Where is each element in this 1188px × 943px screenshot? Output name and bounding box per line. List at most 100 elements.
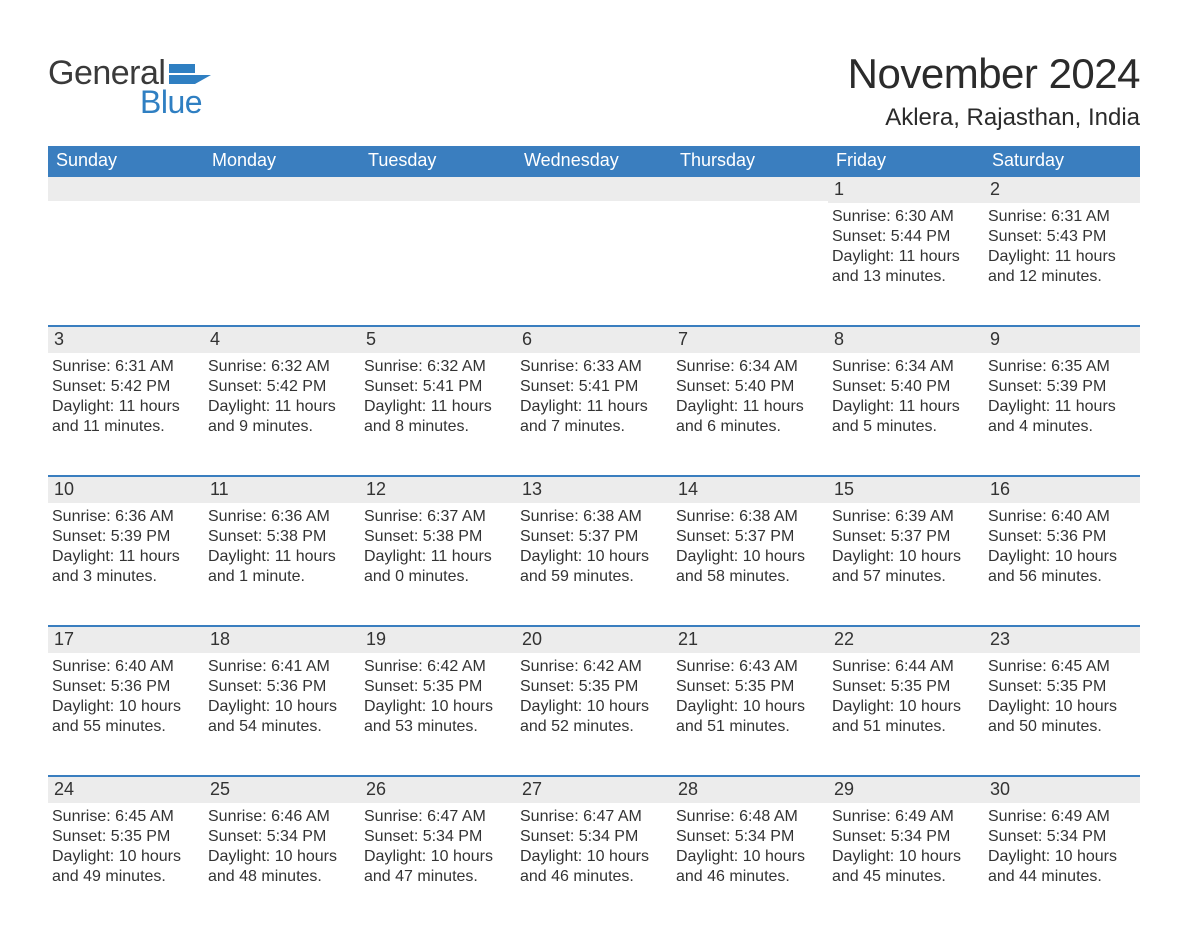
daylight-line-2: and 55 minutes. bbox=[52, 717, 198, 737]
sunset-line: Sunset: 5:36 PM bbox=[988, 527, 1134, 547]
day-number: 27 bbox=[516, 775, 672, 803]
day-bar-blank bbox=[672, 175, 828, 201]
daylight-line-1: Daylight: 10 hours bbox=[520, 697, 666, 717]
calendar-cell bbox=[516, 175, 672, 303]
day-number: 30 bbox=[984, 775, 1140, 803]
sunrise-line: Sunrise: 6:49 AM bbox=[832, 807, 978, 827]
daylight-line-2: and 5 minutes. bbox=[832, 417, 978, 437]
sunrise-line: Sunrise: 6:35 AM bbox=[988, 357, 1134, 377]
daylight-line-2: and 47 minutes. bbox=[364, 867, 510, 887]
calendar-cell: 5Sunrise: 6:32 AMSunset: 5:41 PMDaylight… bbox=[360, 325, 516, 453]
sunset-line: Sunset: 5:34 PM bbox=[832, 827, 978, 847]
sunrise-line: Sunrise: 6:37 AM bbox=[364, 507, 510, 527]
sunrise-line: Sunrise: 6:43 AM bbox=[676, 657, 822, 677]
sunrise-line: Sunrise: 6:47 AM bbox=[520, 807, 666, 827]
day-info: Sunrise: 6:31 AMSunset: 5:43 PMDaylight:… bbox=[984, 203, 1140, 291]
sunrise-line: Sunrise: 6:32 AM bbox=[364, 357, 510, 377]
sunrise-line: Sunrise: 6:45 AM bbox=[52, 807, 198, 827]
daylight-line-2: and 12 minutes. bbox=[988, 267, 1134, 287]
daylight-line-2: and 51 minutes. bbox=[832, 717, 978, 737]
calendar-cell bbox=[672, 175, 828, 303]
day-info: Sunrise: 6:39 AMSunset: 5:37 PMDaylight:… bbox=[828, 503, 984, 591]
sunrise-line: Sunrise: 6:30 AM bbox=[832, 207, 978, 227]
row-spacer bbox=[48, 753, 1140, 775]
sunrise-line: Sunrise: 6:47 AM bbox=[364, 807, 510, 827]
daylight-line-2: and 50 minutes. bbox=[988, 717, 1134, 737]
daylight-line-1: Daylight: 11 hours bbox=[364, 397, 510, 417]
calendar-cell: 26Sunrise: 6:47 AMSunset: 5:34 PMDayligh… bbox=[360, 775, 516, 903]
daylight-line-1: Daylight: 10 hours bbox=[520, 547, 666, 567]
calendar-cell: 16Sunrise: 6:40 AMSunset: 5:36 PMDayligh… bbox=[984, 475, 1140, 603]
day-number: 12 bbox=[360, 475, 516, 503]
calendar-cell: 27Sunrise: 6:47 AMSunset: 5:34 PMDayligh… bbox=[516, 775, 672, 903]
calendar-cell: 19Sunrise: 6:42 AMSunset: 5:35 PMDayligh… bbox=[360, 625, 516, 753]
daylight-line-2: and 4 minutes. bbox=[988, 417, 1134, 437]
daylight-line-2: and 59 minutes. bbox=[520, 567, 666, 587]
calendar-cell bbox=[48, 175, 204, 303]
sunset-line: Sunset: 5:34 PM bbox=[208, 827, 354, 847]
day-info: Sunrise: 6:36 AMSunset: 5:38 PMDaylight:… bbox=[204, 503, 360, 591]
col-thursday: Thursday bbox=[672, 146, 828, 175]
day-number: 23 bbox=[984, 625, 1140, 653]
daylight-line-1: Daylight: 11 hours bbox=[52, 397, 198, 417]
daylight-line-1: Daylight: 11 hours bbox=[364, 547, 510, 567]
day-number: 21 bbox=[672, 625, 828, 653]
calendar-cell: 9Sunrise: 6:35 AMSunset: 5:39 PMDaylight… bbox=[984, 325, 1140, 453]
month-title: November 2024 bbox=[848, 50, 1140, 98]
day-number: 6 bbox=[516, 325, 672, 353]
day-number: 5 bbox=[360, 325, 516, 353]
sunset-line: Sunset: 5:34 PM bbox=[988, 827, 1134, 847]
day-number: 22 bbox=[828, 625, 984, 653]
sunset-line: Sunset: 5:34 PM bbox=[520, 827, 666, 847]
sunset-line: Sunset: 5:34 PM bbox=[364, 827, 510, 847]
weekday-header-row: Sunday Monday Tuesday Wednesday Thursday… bbox=[48, 146, 1140, 175]
calendar-week: 3Sunrise: 6:31 AMSunset: 5:42 PMDaylight… bbox=[48, 325, 1140, 453]
day-info: Sunrise: 6:47 AMSunset: 5:34 PMDaylight:… bbox=[360, 803, 516, 891]
flag-icon bbox=[169, 64, 211, 84]
calendar-cell: 29Sunrise: 6:49 AMSunset: 5:34 PMDayligh… bbox=[828, 775, 984, 903]
daylight-line-1: Daylight: 11 hours bbox=[208, 547, 354, 567]
daylight-line-1: Daylight: 11 hours bbox=[520, 397, 666, 417]
daylight-line-2: and 0 minutes. bbox=[364, 567, 510, 587]
day-info: Sunrise: 6:35 AMSunset: 5:39 PMDaylight:… bbox=[984, 353, 1140, 441]
day-number: 11 bbox=[204, 475, 360, 503]
col-friday: Friday bbox=[828, 146, 984, 175]
sunrise-line: Sunrise: 6:40 AM bbox=[52, 657, 198, 677]
day-info: Sunrise: 6:33 AMSunset: 5:41 PMDaylight:… bbox=[516, 353, 672, 441]
sunset-line: Sunset: 5:35 PM bbox=[676, 677, 822, 697]
daylight-line-1: Daylight: 10 hours bbox=[988, 847, 1134, 867]
sunset-line: Sunset: 5:36 PM bbox=[52, 677, 198, 697]
daylight-line-2: and 7 minutes. bbox=[520, 417, 666, 437]
sunrise-line: Sunrise: 6:45 AM bbox=[988, 657, 1134, 677]
sunset-line: Sunset: 5:36 PM bbox=[208, 677, 354, 697]
day-info: Sunrise: 6:41 AMSunset: 5:36 PMDaylight:… bbox=[204, 653, 360, 741]
calendar-cell bbox=[360, 175, 516, 303]
day-info: Sunrise: 6:42 AMSunset: 5:35 PMDaylight:… bbox=[360, 653, 516, 741]
sunset-line: Sunset: 5:44 PM bbox=[832, 227, 978, 247]
location: Aklera, Rajasthan, India bbox=[848, 104, 1140, 132]
sunrise-line: Sunrise: 6:36 AM bbox=[52, 507, 198, 527]
calendar-cell: 30Sunrise: 6:49 AMSunset: 5:34 PMDayligh… bbox=[984, 775, 1140, 903]
calendar-week: 24Sunrise: 6:45 AMSunset: 5:35 PMDayligh… bbox=[48, 775, 1140, 903]
day-number: 25 bbox=[204, 775, 360, 803]
sunset-line: Sunset: 5:39 PM bbox=[988, 377, 1134, 397]
calendar-cell: 17Sunrise: 6:40 AMSunset: 5:36 PMDayligh… bbox=[48, 625, 204, 753]
sunset-line: Sunset: 5:38 PM bbox=[364, 527, 510, 547]
sunrise-line: Sunrise: 6:48 AM bbox=[676, 807, 822, 827]
daylight-line-1: Daylight: 10 hours bbox=[988, 697, 1134, 717]
day-number: 20 bbox=[516, 625, 672, 653]
daylight-line-2: and 52 minutes. bbox=[520, 717, 666, 737]
daylight-line-1: Daylight: 10 hours bbox=[832, 547, 978, 567]
col-sunday: Sunday bbox=[48, 146, 204, 175]
calendar-cell: 15Sunrise: 6:39 AMSunset: 5:37 PMDayligh… bbox=[828, 475, 984, 603]
sunset-line: Sunset: 5:37 PM bbox=[832, 527, 978, 547]
daylight-line-2: and 46 minutes. bbox=[676, 867, 822, 887]
daylight-line-1: Daylight: 11 hours bbox=[832, 247, 978, 267]
day-number: 29 bbox=[828, 775, 984, 803]
sunset-line: Sunset: 5:37 PM bbox=[676, 527, 822, 547]
day-info: Sunrise: 6:40 AMSunset: 5:36 PMDaylight:… bbox=[48, 653, 204, 741]
day-number: 2 bbox=[984, 175, 1140, 203]
calendar-cell: 25Sunrise: 6:46 AMSunset: 5:34 PMDayligh… bbox=[204, 775, 360, 903]
calendar-cell: 2Sunrise: 6:31 AMSunset: 5:43 PMDaylight… bbox=[984, 175, 1140, 303]
day-bar-blank bbox=[204, 175, 360, 201]
